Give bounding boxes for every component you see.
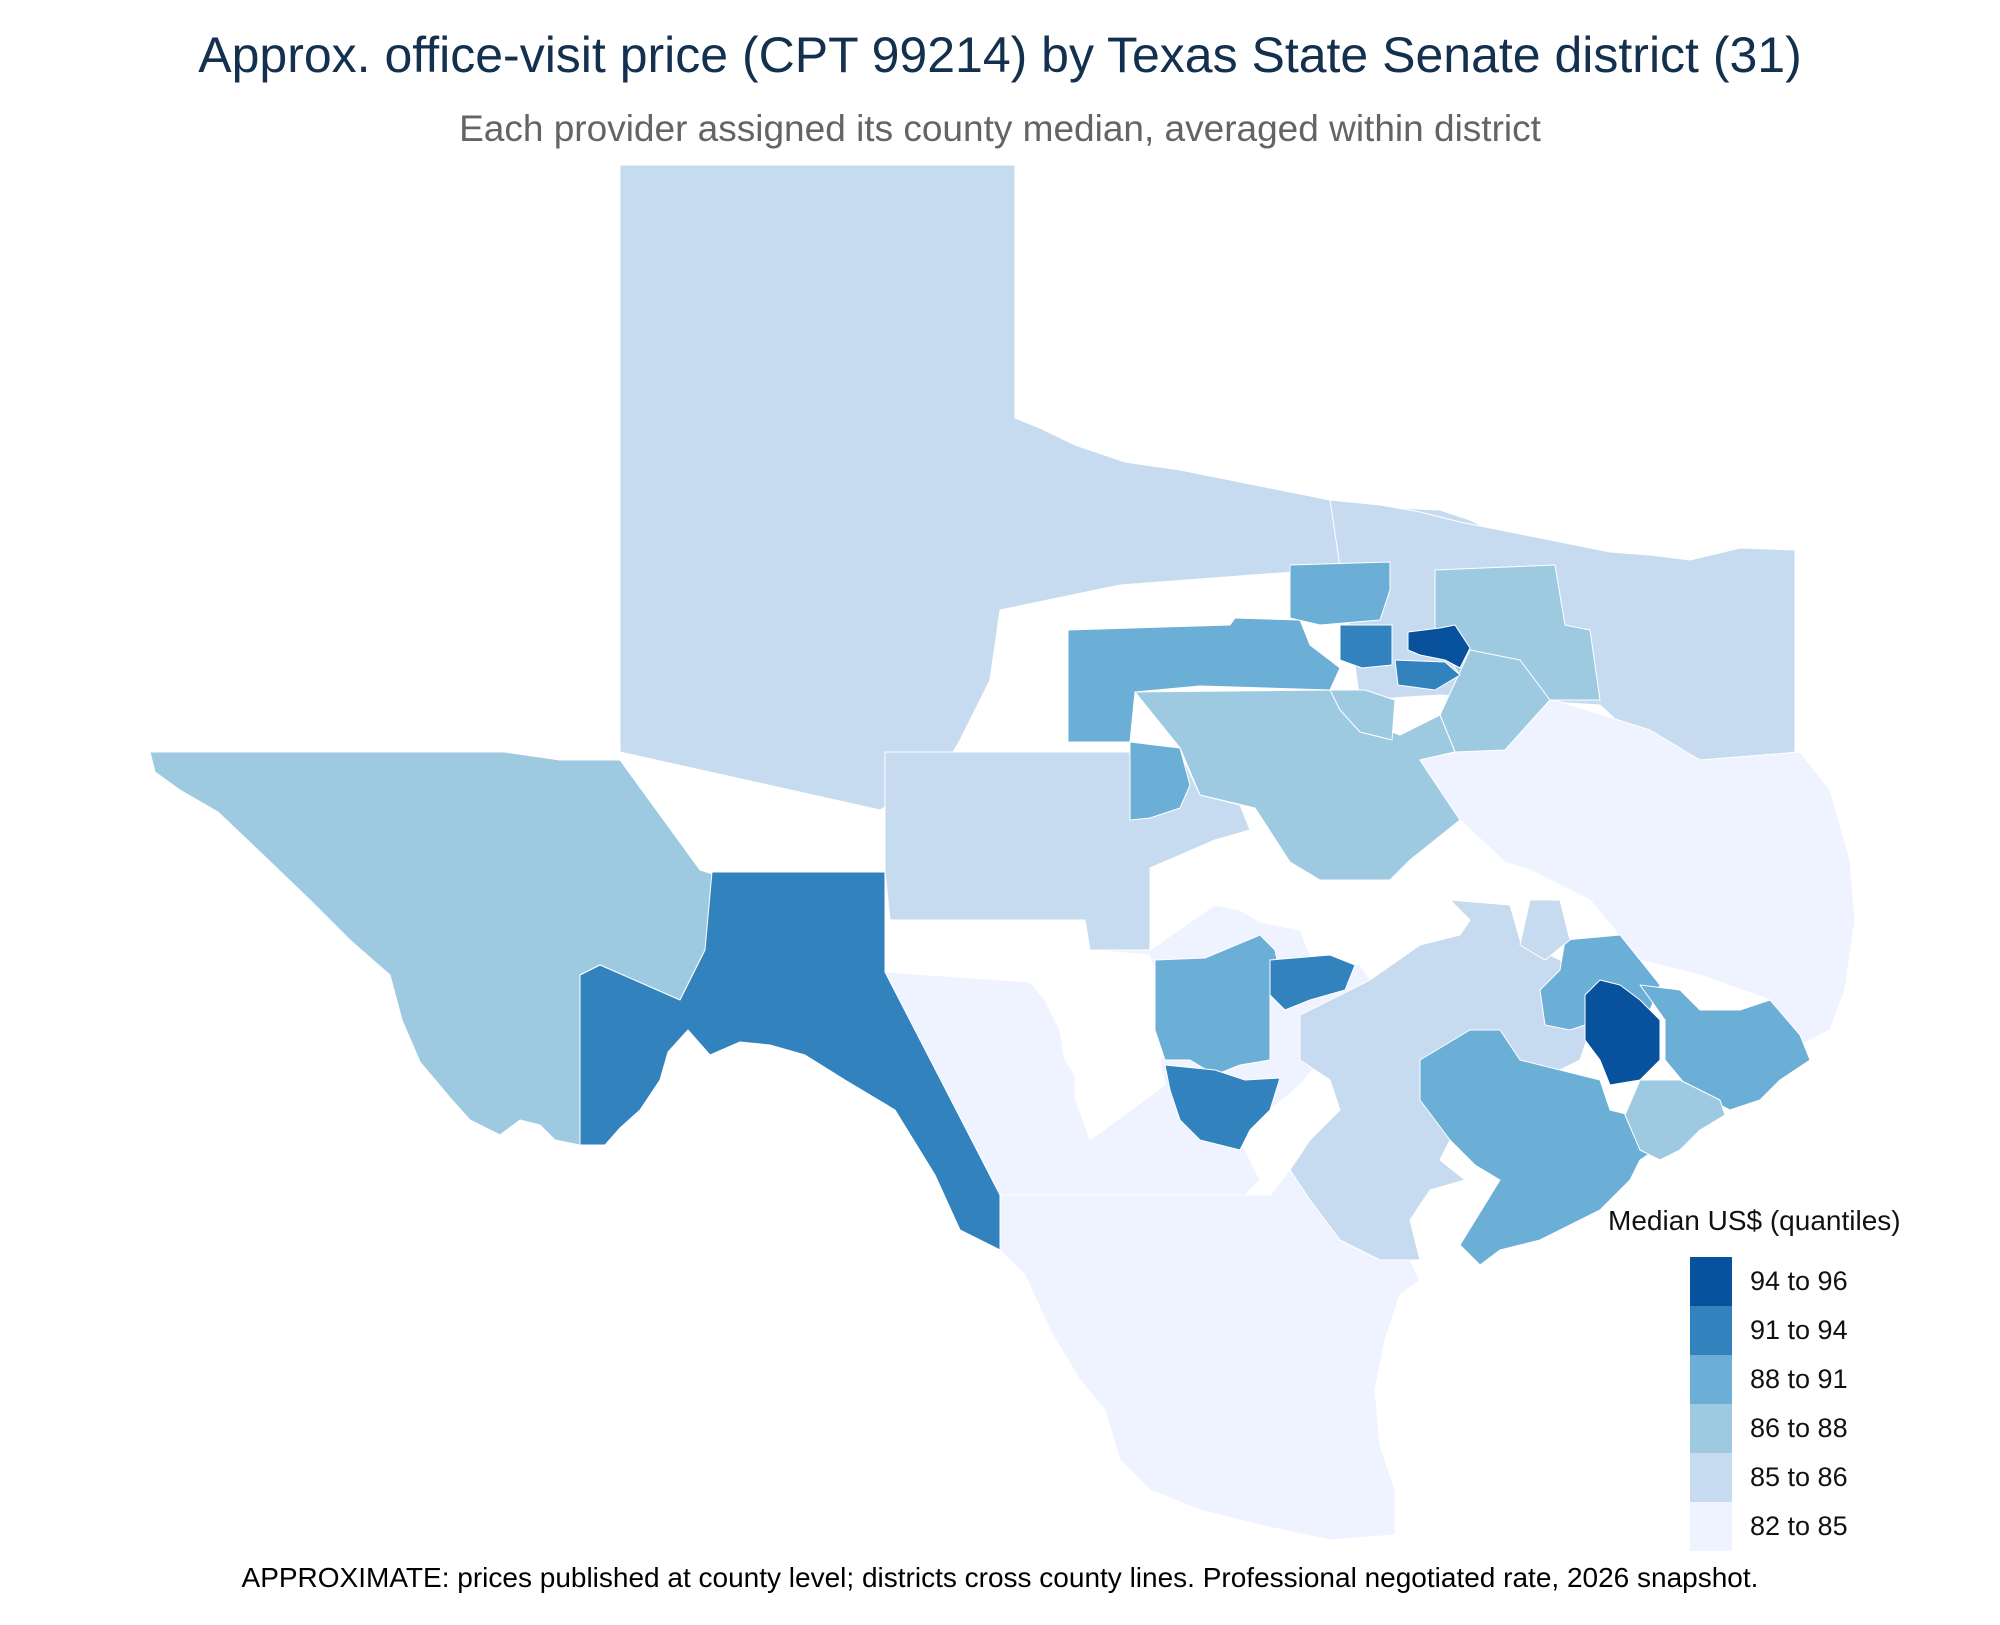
legend-swatch (1690, 1355, 1732, 1404)
district-region-trans-pecos-west (149, 751, 779, 1146)
legend-swatch (1690, 1306, 1732, 1355)
district-region-dallas-core (1407, 624, 1471, 669)
legend-label: 82 to 85 (1750, 1511, 1848, 1541)
district-region-dfw-north (1289, 561, 1391, 626)
legend-rows: 94 to 96 91 to 94 88 to 91 86 to 88 85 to 86… (1608, 1257, 1978, 1551)
district-region-houston-northwest (1519, 899, 1571, 961)
map-title: Approx. office-visit price (CPT 99214) b… (198, 27, 1802, 83)
legend-label: 88 to 91 (1750, 1364, 1848, 1394)
district-region-waco-south (1329, 689, 1396, 741)
legend-swatch (1690, 1404, 1732, 1453)
district-regions (149, 164, 1856, 1541)
district-region-dallas-core-west (1339, 624, 1393, 669)
district-region-san-antonio (1164, 1064, 1281, 1151)
legend-label: 85 to 86 (1750, 1462, 1848, 1492)
legend-swatch (1690, 1502, 1732, 1551)
map-subtitle: Each provider assigned its county median… (459, 108, 1541, 149)
district-region-east-texas (1419, 699, 1856, 1046)
legend-item: 86 to 88 (1608, 1404, 1978, 1453)
caption: APPROXIMATE: prices published at county … (241, 1562, 1759, 1593)
legend-swatch (1690, 1257, 1732, 1306)
legend: Median US$ (quantiles) 94 to 96 91 to 94 8… (1608, 1205, 1978, 1551)
legend-swatch (1690, 1453, 1732, 1502)
legend-item: 85 to 86 (1608, 1453, 1978, 1502)
legend-title: Median US$ (quantiles) (1608, 1205, 1901, 1236)
legend-item: 88 to 91 (1608, 1355, 1978, 1404)
legend-label: 86 to 88 (1750, 1413, 1848, 1443)
legend-label: 94 to 96 (1750, 1266, 1848, 1296)
district-region-houston-southeast (1624, 1079, 1726, 1161)
district-region-austin-core (1269, 954, 1356, 1011)
district-region-houston-east (1639, 984, 1811, 1111)
legend-item: 94 to 96 (1608, 1257, 1978, 1306)
legend-label: 91 to 94 (1750, 1315, 1848, 1345)
district-region-houston-core (1584, 979, 1661, 1086)
district-region-fort-worth-west (1067, 617, 1341, 743)
legend-item: 91 to 94 (1608, 1306, 1978, 1355)
district-region-houston-west (1419, 1029, 1671, 1266)
district-region-panhandle-northwest (504, 164, 1601, 811)
district-region-dallas-south (1394, 659, 1461, 691)
district-region-austin-north (1154, 934, 1281, 1076)
legend-item: 82 to 85 (1608, 1502, 1978, 1551)
